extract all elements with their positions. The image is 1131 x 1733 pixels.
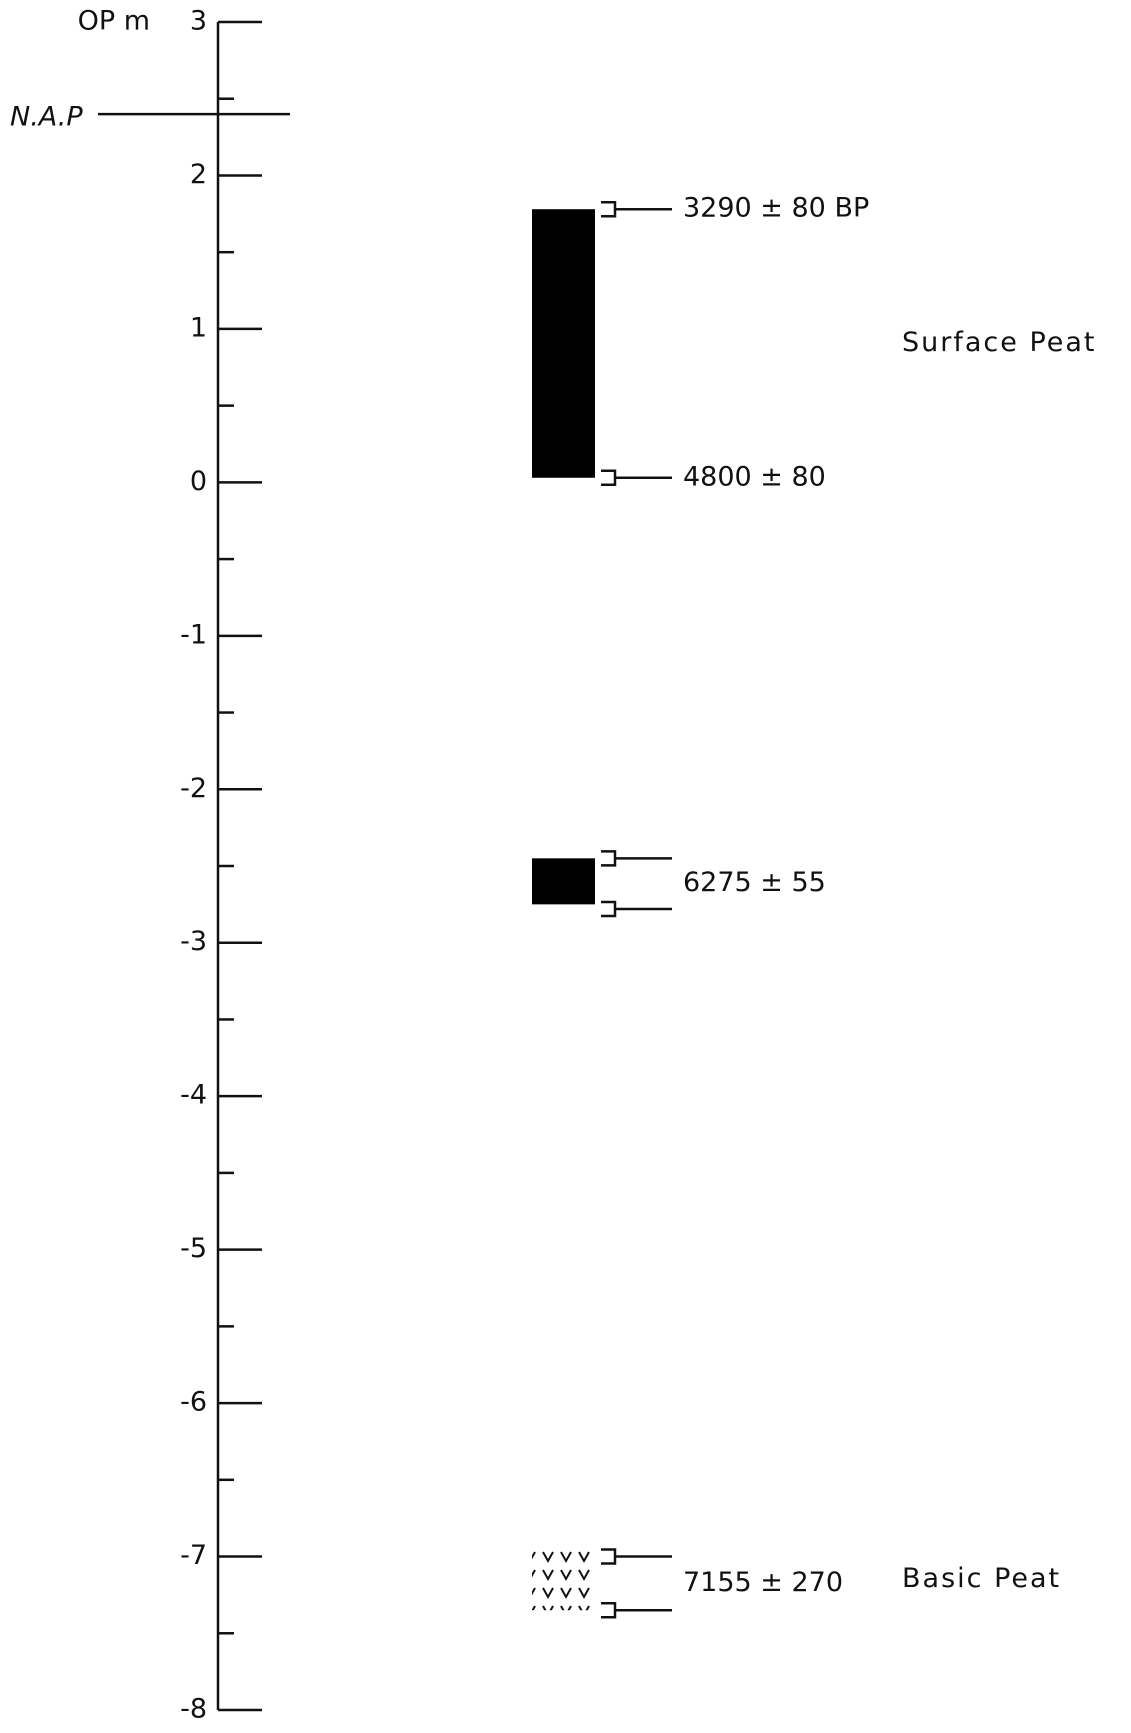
y-tick-label: -8 — [180, 1694, 207, 1725]
date-bracket — [601, 1548, 672, 1565]
peat-layer — [532, 858, 595, 905]
y-tick-label: -5 — [180, 1233, 207, 1264]
reference-label: N.A.P — [10, 102, 83, 133]
date-bracket — [601, 900, 672, 918]
peat-layer — [532, 1548, 595, 1611]
y-tick-label: -4 — [180, 1080, 207, 1111]
date-label: 3290 ± 80 BP — [683, 193, 869, 224]
y-tick-label: 0 — [190, 466, 207, 497]
date-label: 7155 ± 270 — [683, 1567, 843, 1598]
y-tick-label: -1 — [180, 619, 207, 650]
y-tick-label: 1 — [190, 312, 207, 343]
peat-layer — [532, 209, 595, 478]
y-tick-label: -6 — [180, 1387, 207, 1418]
y-tick-label: 3 — [190, 6, 207, 37]
y-tick-label: -2 — [180, 773, 207, 804]
date-bracket — [601, 200, 672, 218]
axis-label: OP m — [78, 6, 150, 37]
layer-name: Basic Peat — [902, 1563, 1061, 1594]
date-bracket — [601, 1602, 672, 1619]
date-bracket — [601, 850, 672, 867]
y-tick-label: -7 — [180, 1540, 207, 1571]
date-label: 6275 ± 55 — [683, 867, 826, 898]
y-tick-label: 2 — [190, 159, 207, 190]
y-tick-label: -3 — [180, 926, 207, 957]
layer-name: Surface Peat — [902, 327, 1097, 358]
date-label: 4800 ± 80 — [683, 461, 826, 492]
date-bracket — [601, 469, 672, 487]
